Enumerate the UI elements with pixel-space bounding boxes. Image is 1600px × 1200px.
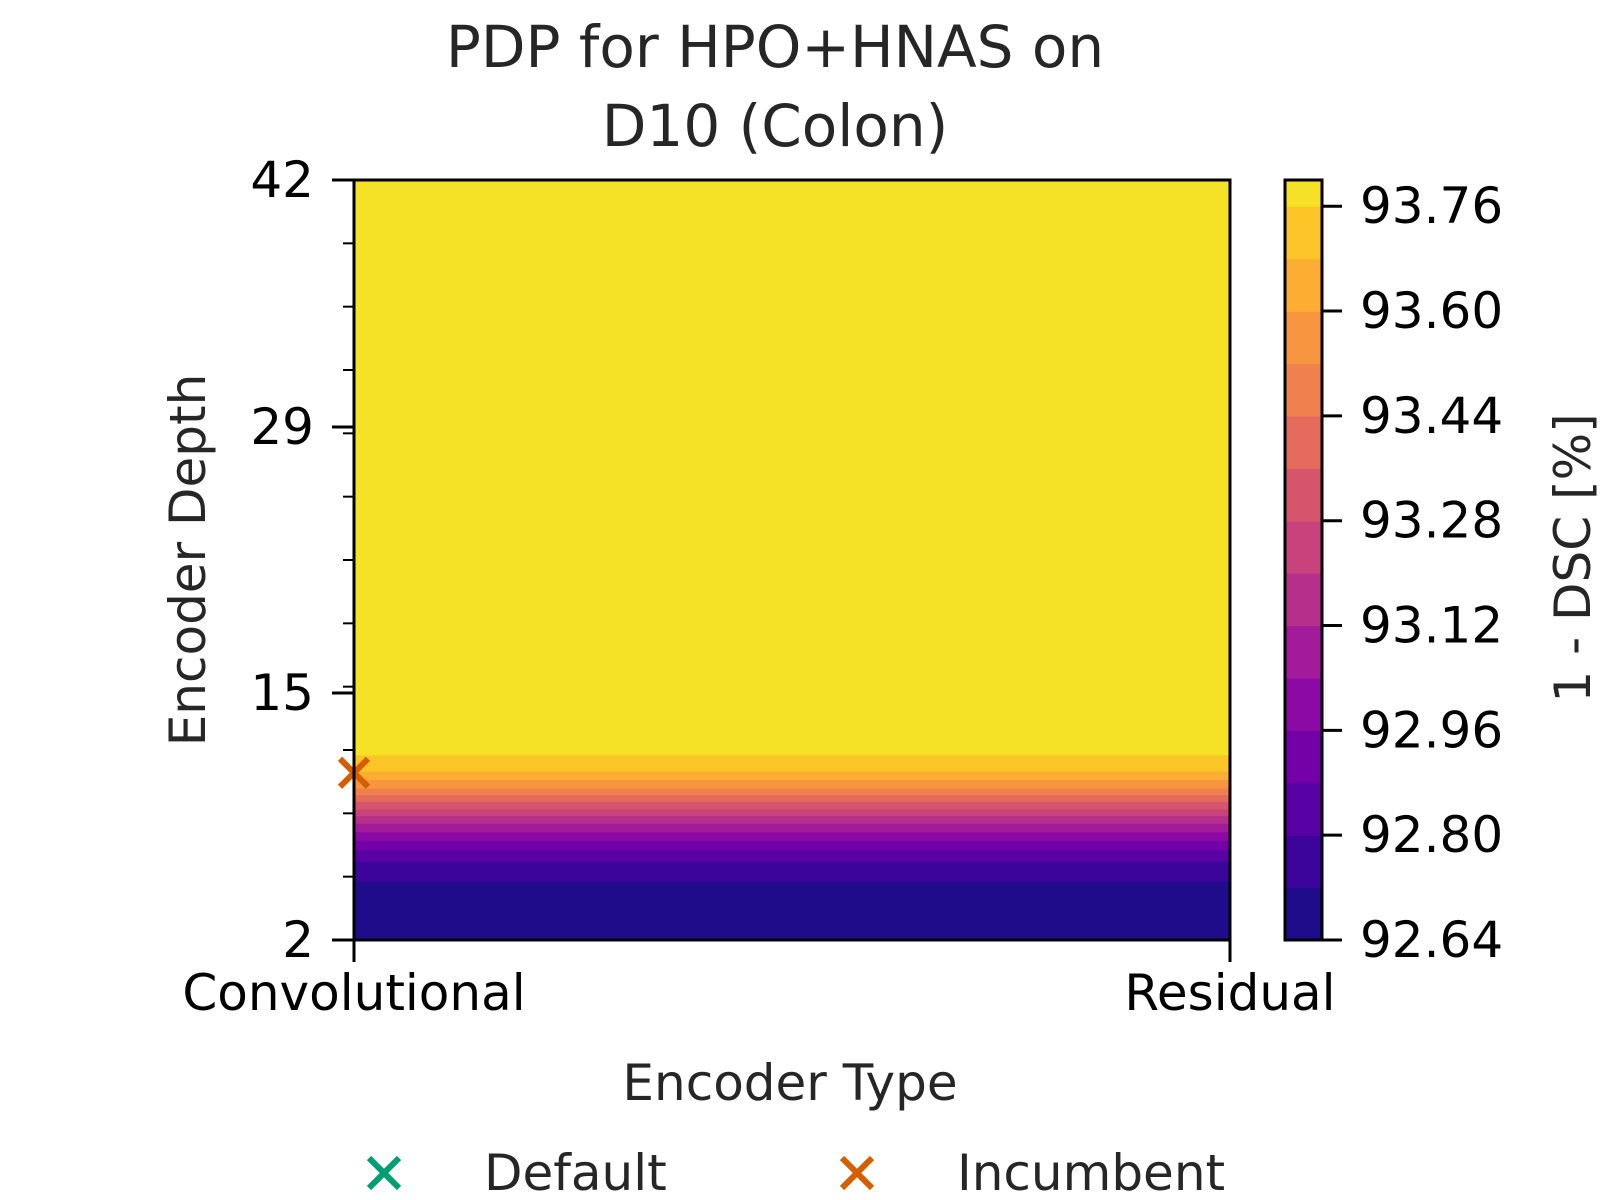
x-axis: Convolutional Residual — [182, 940, 1336, 1022]
colorbar-segment — [1285, 677, 1322, 731]
heatmap-band — [354, 815, 1230, 824]
default-legend-label: Default — [484, 1144, 667, 1200]
incumbent-legend-label: Incumbent — [957, 1144, 1225, 1200]
colorbar-segment — [1285, 520, 1322, 574]
colorbar-segment — [1285, 180, 1322, 207]
heatmap-band — [354, 808, 1230, 817]
x-tick-label: Convolutional — [182, 964, 525, 1022]
colorbar-tick-label: 93.76 — [1360, 177, 1503, 235]
heatmap-band — [354, 861, 1230, 882]
colorbar-segment — [1285, 887, 1322, 941]
colorbar-segment — [1285, 730, 1322, 784]
y-tick-label: 2 — [282, 911, 314, 969]
colorbar: 92.64 92.80 92.96 93.12 93.28 93.44 93.60 93.76 — [1283, 177, 1503, 969]
colorbar-tick-label: 92.64 — [1360, 911, 1503, 969]
colorbar-tick-label: 93.12 — [1360, 597, 1503, 655]
colorbar-tick-label: 93.44 — [1360, 387, 1503, 445]
default-legend-marker — [366, 1155, 402, 1191]
heatmap-band — [354, 881, 1230, 941]
y-tick-label: 42 — [250, 151, 314, 209]
legend: Default Incumbent — [366, 1144, 1225, 1200]
chart-title-line-2: D10 (Colon) — [602, 92, 949, 160]
y-tick-label: 29 — [250, 398, 314, 456]
colorbar-segment — [1285, 311, 1322, 365]
colorbar-segment — [1285, 468, 1322, 522]
incumbent-legend-marker — [839, 1155, 875, 1191]
heatmap-band — [354, 779, 1230, 789]
heatmap-band — [354, 788, 1230, 796]
colorbar-tick-label: 93.28 — [1360, 492, 1503, 550]
heatmap-band — [354, 180, 1230, 756]
x-axis-label: Encoder Type — [622, 1054, 957, 1112]
colorbar-segment — [1285, 573, 1322, 627]
colorbar-segment — [1285, 206, 1322, 260]
y-axis-label: Encoder Depth — [159, 374, 217, 747]
heatmap-band — [354, 794, 1230, 802]
y-tick-label: 15 — [250, 664, 314, 722]
colorbar-tick-label: 92.96 — [1360, 701, 1503, 759]
colorbar-segment — [1285, 625, 1322, 679]
colorbar-segment — [1285, 258, 1322, 312]
heatmap-band — [354, 823, 1230, 833]
colorbar-tick-label: 92.80 — [1360, 806, 1503, 864]
colorbar-segment — [1285, 363, 1322, 417]
colorbar-frame — [1283, 178, 1324, 942]
heatmap-band — [354, 849, 1230, 862]
colorbar-segment — [1285, 782, 1322, 836]
heatmap-band — [354, 770, 1230, 781]
heatmap-band — [354, 754, 1230, 772]
chart-title-line-1: PDP for HPO+HNAS on — [446, 13, 1104, 81]
heatmap-band — [354, 801, 1230, 810]
colorbar-segment — [1285, 415, 1322, 469]
colorbar-label: 1 - DSC [%] — [1544, 413, 1600, 702]
y-axis: 2 15 29 42 — [250, 151, 354, 969]
colorbar-tick-label: 93.60 — [1360, 282, 1503, 340]
heatmap-band — [354, 840, 1230, 851]
heatmap-area — [354, 180, 1230, 941]
x-tick-label: Residual — [1124, 964, 1335, 1022]
colorbar-segment — [1285, 835, 1322, 889]
heatmap-band — [354, 831, 1230, 841]
